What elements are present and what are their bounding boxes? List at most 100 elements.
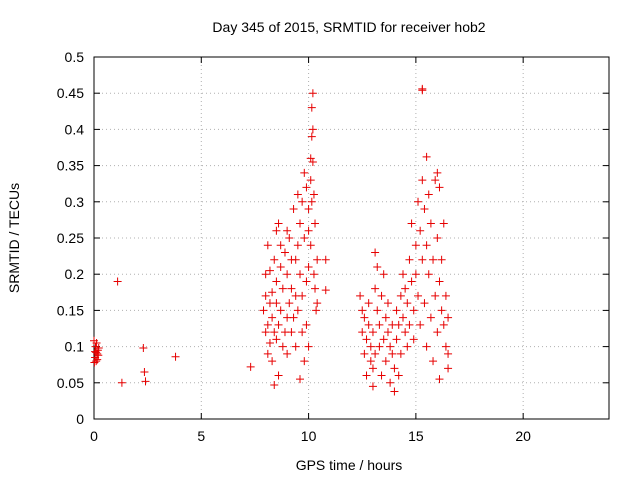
data-point xyxy=(394,371,403,380)
data-point xyxy=(280,248,289,257)
data-point xyxy=(444,364,453,373)
data-points xyxy=(90,84,453,396)
x-tick-label: 0 xyxy=(90,428,98,444)
data-point xyxy=(312,306,321,315)
data-point xyxy=(407,277,416,286)
data-point xyxy=(304,342,313,351)
data-point xyxy=(437,306,446,315)
x-tick-label: 10 xyxy=(301,428,317,444)
y-tick-label: 0.1 xyxy=(65,339,85,355)
data-point xyxy=(298,291,307,300)
data-point xyxy=(422,241,431,250)
data-point xyxy=(403,342,412,351)
data-point xyxy=(362,335,371,344)
data-point xyxy=(409,335,418,344)
data-point xyxy=(313,299,322,308)
data-point xyxy=(411,270,420,279)
data-point xyxy=(368,382,377,391)
data-point xyxy=(298,328,307,337)
data-point xyxy=(386,378,395,387)
data-point xyxy=(309,190,318,199)
data-point xyxy=(311,219,320,228)
data-point xyxy=(360,313,369,322)
data-point xyxy=(368,364,377,373)
y-tick-label: 0.2 xyxy=(65,266,85,282)
data-point xyxy=(113,277,122,286)
y-tick-label: 0.5 xyxy=(65,49,85,65)
data-point xyxy=(418,255,427,264)
data-point xyxy=(381,357,390,366)
data-point xyxy=(426,219,435,228)
data-point xyxy=(272,299,281,308)
data-point xyxy=(283,226,292,235)
data-point xyxy=(364,299,373,308)
data-point xyxy=(313,255,322,264)
data-point xyxy=(403,299,412,308)
data-point xyxy=(435,183,444,192)
data-point xyxy=(321,286,330,295)
data-point xyxy=(394,320,403,329)
data-point xyxy=(321,255,330,264)
data-point xyxy=(270,255,279,264)
data-point xyxy=(392,306,401,315)
y-tick-label: 0.15 xyxy=(57,302,84,318)
data-point xyxy=(429,357,438,366)
y-tick-label: 0 xyxy=(76,411,84,427)
data-point xyxy=(307,103,316,112)
data-point xyxy=(94,344,103,353)
data-point xyxy=(263,241,272,250)
x-axis-label: GPS time / hours xyxy=(296,457,403,473)
data-point xyxy=(272,226,281,235)
data-point xyxy=(246,362,255,371)
data-point xyxy=(293,241,302,250)
data-point xyxy=(424,190,433,199)
data-point xyxy=(375,342,384,351)
chart-title: Day 345 of 2015, SRMTID for receiver hob… xyxy=(212,19,485,35)
data-point xyxy=(276,262,285,271)
data-point xyxy=(268,288,277,297)
data-point xyxy=(306,176,315,185)
data-point xyxy=(379,335,388,344)
data-point xyxy=(441,342,450,351)
grid-layer xyxy=(94,57,609,419)
data-point xyxy=(416,226,425,235)
x-tick-label: 5 xyxy=(197,428,205,444)
data-point xyxy=(383,328,392,337)
data-point xyxy=(306,241,315,250)
data-point xyxy=(435,277,444,286)
data-point xyxy=(424,270,433,279)
data-point xyxy=(261,291,270,300)
y-axis-label: SRMTID / TECUs xyxy=(6,183,22,293)
data-point xyxy=(418,176,427,185)
data-point xyxy=(418,86,427,95)
data-point xyxy=(268,357,277,366)
data-point xyxy=(291,255,300,264)
data-point xyxy=(356,291,365,300)
data-point xyxy=(309,270,318,279)
data-point xyxy=(285,234,294,242)
data-point xyxy=(392,335,401,344)
y-tick-label: 0.4 xyxy=(65,121,85,137)
data-point xyxy=(283,270,292,279)
data-point xyxy=(388,349,397,358)
data-point xyxy=(274,371,283,380)
data-point xyxy=(117,378,126,387)
data-point xyxy=(383,299,392,308)
data-point xyxy=(276,306,285,315)
data-point xyxy=(285,299,294,308)
x-tick-label: 15 xyxy=(408,428,424,444)
data-point xyxy=(439,219,448,228)
y-tick-label: 0.3 xyxy=(65,194,85,210)
data-point xyxy=(274,219,283,228)
data-point xyxy=(274,320,283,329)
data-point xyxy=(433,234,442,242)
data-point xyxy=(433,168,442,177)
data-point xyxy=(411,241,420,250)
data-point xyxy=(302,320,311,329)
data-point xyxy=(399,270,407,279)
data-point xyxy=(263,320,272,329)
data-point xyxy=(261,328,270,337)
data-point xyxy=(422,152,431,161)
data-point xyxy=(302,183,311,192)
